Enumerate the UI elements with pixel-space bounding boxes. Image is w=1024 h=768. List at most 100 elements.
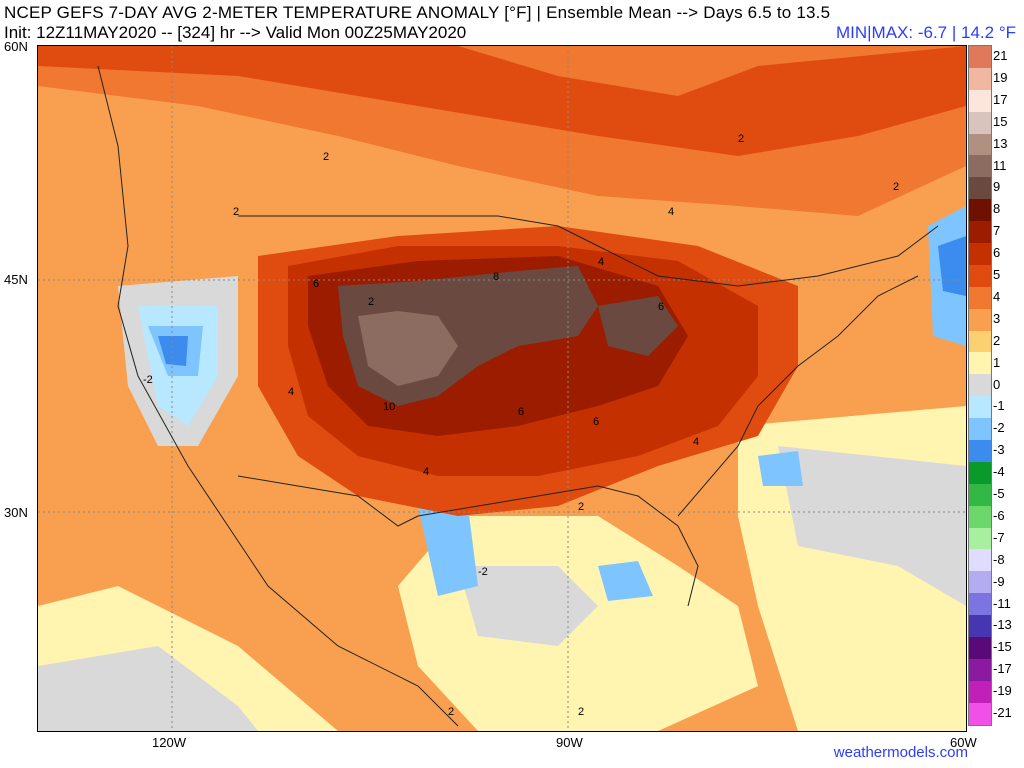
california-coldest-core [158,336,188,366]
color-scale-label: 5 [993,267,1001,282]
color-scale-label: 13 [993,135,1008,151]
color-swatch [969,46,991,68]
color-scale-label: -13 [993,617,1012,633]
color-swatch [969,111,991,134]
contour-label: 6 [518,406,525,418]
color-swatch [969,374,991,397]
color-swatch [969,330,991,353]
credit-link[interactable]: weathermodels.com [833,744,968,761]
contour-label: 6 [593,416,600,428]
color-swatch [969,440,991,462]
color-scale-label: -8 [993,551,1005,567]
color-swatch [969,571,991,594]
contour-label: 4 [693,436,700,448]
lat-label-60n: 60N [4,39,28,54]
color-scale-label: -2 [993,420,1005,436]
color-scale-label: 4 [993,288,1001,304]
color-scale-label: -6 [993,507,1005,523]
lat-label-45n: 45N [4,272,28,287]
color-swatch [969,221,991,244]
color-swatch [969,680,991,703]
color-swatch [969,658,991,681]
contour-label: 8 [493,271,500,283]
contour-label: 2 [738,133,745,145]
color-scale-label: -4 [993,464,1005,480]
color-scale-label: -15 [993,639,1012,655]
color-swatch [969,615,991,638]
anomaly-map-svg [38,46,966,731]
contour-label: -2 [478,566,488,578]
lon-label-120w: 120W [152,735,186,750]
gulf-grey-area [458,566,598,646]
east-coastline [677,275,919,517]
color-swatch [969,133,991,156]
color-swatch [969,155,991,178]
color-swatch [969,593,991,616]
contour-label: 2 [578,501,585,513]
far-north-warm-band [38,46,966,156]
color-scale-label: -5 [993,486,1005,501]
color-scale-label: 17 [993,91,1008,107]
color-swatch [969,549,991,572]
color-swatch [969,461,991,484]
color-swatch [969,286,991,309]
contour-label: 6 [658,301,665,313]
color-swatch [969,637,991,659]
init-valid-line: Init: 12Z11MAY2020 -- [324] hr --> Valid… [4,23,467,42]
color-scale-label: -21 [993,705,1012,720]
color-scale-label: -9 [993,573,1005,589]
contour-label: 2 [578,706,585,718]
atlantic-grey-area [778,446,966,606]
lon-label-90w: 90W [556,735,583,750]
graticule [38,46,966,731]
color-scale-label: 0 [993,376,1001,392]
boundaries [97,65,939,727]
us-mexico-border [237,475,419,527]
contour-label: -2 [143,374,153,386]
color-scale-label: 15 [993,113,1008,129]
lat-label-30n: 30N [4,505,28,520]
color-scale-label: 8 [993,201,1001,217]
anomaly-map: 2 2 2 2 2 2 2 2 4 4 4 4 4 6 6 6 6 8 10 -2 -2 [37,45,967,732]
color-scale-label: 6 [993,245,1001,261]
color-swatch [969,527,991,550]
contour-label: 6 [313,278,320,290]
contour-label: 10 [383,401,396,413]
gulf-coastline [417,485,699,607]
color-scale-label: -11 [993,595,1011,611]
color-scale-label: -1 [993,398,1005,414]
contour-label: 4 [288,386,295,398]
atlantic-cool-spot [758,451,803,486]
central-max-core [358,311,458,386]
color-swatch [969,67,991,90]
contour-label: 2 [448,706,455,718]
color-swatch [969,177,991,200]
contour-label: 2 [368,296,375,308]
florida-straits-cool-spot [598,561,653,601]
contour-label: 2 [323,151,330,163]
color-swatch [969,483,991,506]
color-scale-bar [968,45,992,726]
color-scale-label: 3 [993,310,1001,326]
map-title: NCEP GEFS 7-DAY AVG 2-METER TEMPERATURE … [4,3,831,22]
contour-label: 4 [423,466,430,478]
contour-label: 2 [893,181,900,193]
texas-coast-cool-area [418,506,478,596]
contour-label: 4 [598,256,605,268]
pacific-coastline [97,65,459,727]
color-scale-label: 21 [993,48,1008,63]
us-canada-border [238,215,939,287]
color-scale-label: 1 [993,354,1001,370]
color-swatch [969,352,991,375]
contour-label: 2 [233,206,240,218]
color-scale-label: 2 [993,332,1001,348]
color-scale-label: 7 [993,223,1001,239]
pacific-grey-area [38,646,258,731]
color-swatch [969,89,991,112]
great-lakes-peak-field [598,296,678,356]
maritimes-coldest-core [938,236,966,296]
lon-label-60w: 60W [950,735,977,750]
color-swatch [969,396,991,419]
color-swatch [969,702,991,725]
color-scale-label: -17 [993,661,1012,677]
